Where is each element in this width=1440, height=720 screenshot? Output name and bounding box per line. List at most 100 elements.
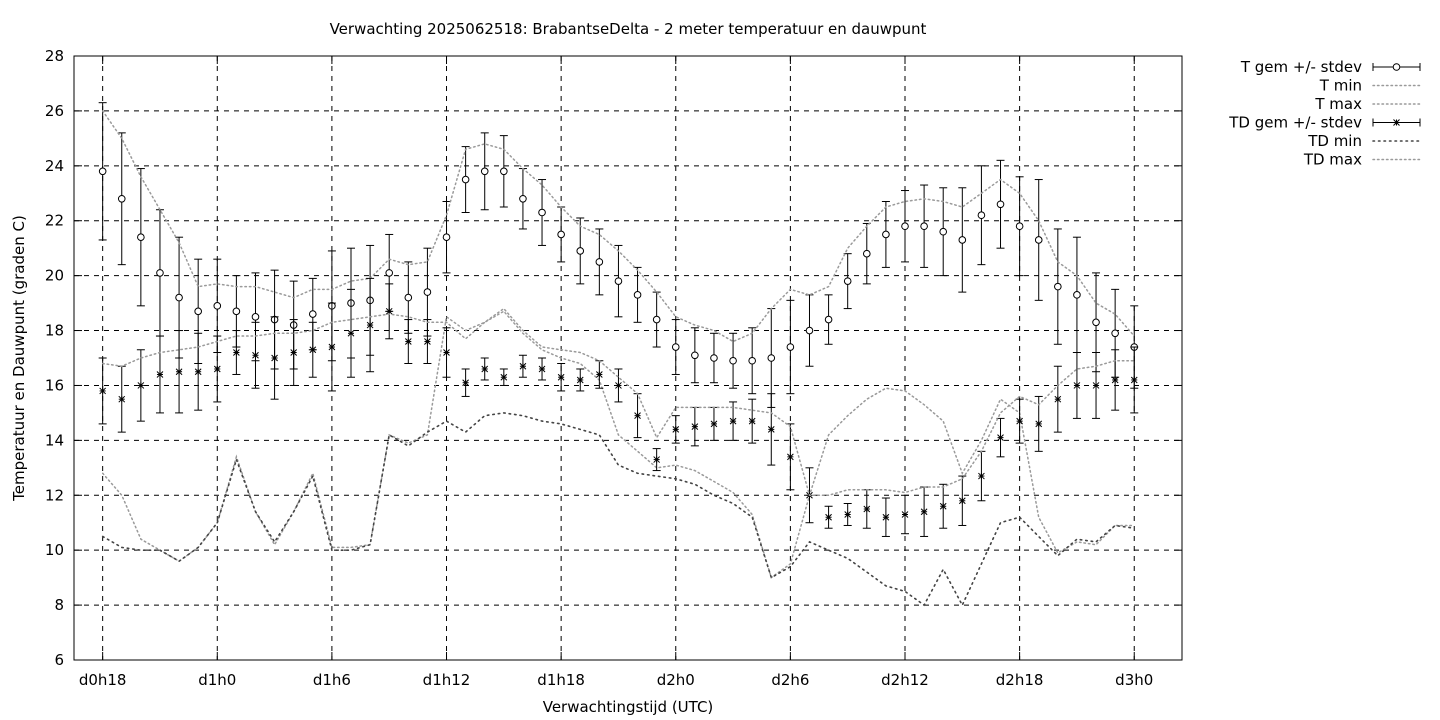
data-point <box>462 379 469 387</box>
data-point <box>576 376 584 384</box>
axis-ticks: 6 8 10 12 14 16 18 20 22 24 26 28 d0h18 d1h0 d1h6 d1h12… <box>45 47 1182 689</box>
legend-label: T gem +/- stdev <box>1240 58 1362 76</box>
x-axis-label: Verwachtingstijd (UTC) <box>543 698 714 716</box>
y-tick-label: 6 <box>54 651 64 669</box>
asterisk-stroke <box>1054 395 1062 403</box>
asterisk-stroke <box>481 365 489 373</box>
data-point <box>519 362 527 370</box>
asterisk-stroke <box>634 412 641 420</box>
data-point <box>423 288 432 296</box>
data-point <box>1016 417 1023 425</box>
data-point <box>213 302 222 310</box>
data-point <box>958 497 966 505</box>
asterisk-stroke <box>576 376 584 384</box>
asterisk-stroke <box>328 343 336 351</box>
data-point <box>251 313 260 321</box>
data-point <box>194 307 202 316</box>
data-point <box>805 326 814 335</box>
data-point <box>1092 382 1100 389</box>
series-line <box>101 310 1135 579</box>
asterisk-stroke <box>767 426 775 433</box>
data-point <box>481 365 489 373</box>
legend-label: TD gem +/- stdev <box>1228 114 1362 132</box>
asterisk-stroke <box>404 338 412 345</box>
data-point <box>844 511 852 518</box>
asterisk-stroke <box>1035 420 1043 428</box>
asterisk-stroke <box>366 321 374 329</box>
data-point <box>825 513 832 521</box>
data-point <box>137 233 145 241</box>
data-point <box>290 349 298 356</box>
legend-label: T max <box>1314 95 1362 113</box>
data-point <box>519 194 527 203</box>
x-tick-label: d1h18 <box>537 671 585 689</box>
data-point <box>480 167 489 176</box>
data-point <box>1092 318 1100 327</box>
y-tick-label: 8 <box>54 596 64 614</box>
data-point <box>767 354 776 362</box>
data-point <box>233 349 240 356</box>
asterisk-stroke <box>672 426 680 433</box>
grid-lines <box>74 55 1182 661</box>
data-point <box>500 167 508 176</box>
y-tick-label: 22 <box>45 212 64 230</box>
data-point <box>117 194 126 203</box>
x-tick-label: d1h0 <box>198 671 236 689</box>
legend-item: T min <box>1319 77 1421 95</box>
data-point <box>710 420 718 428</box>
series-layer <box>98 102 1139 607</box>
legend-item: TD gem +/- stdev <box>1228 114 1421 132</box>
asterisk-stroke <box>385 307 393 315</box>
asterisk-stroke <box>462 379 469 387</box>
x-tick-label: d2h18 <box>996 671 1044 689</box>
data-point <box>1073 382 1081 389</box>
data-point <box>1034 236 1043 244</box>
asterisk-stroke <box>309 346 317 354</box>
y-tick-label: 28 <box>45 47 64 65</box>
data-point <box>786 343 795 351</box>
chart-title: Verwachting 2025062518: BrabantseDelta -… <box>330 20 927 38</box>
data-point <box>671 343 680 351</box>
series-td-max <box>101 307 1135 497</box>
legend-label: TD max <box>1303 151 1362 169</box>
asterisk-stroke <box>137 382 145 389</box>
asterisk-stroke <box>1393 119 1400 126</box>
data-point <box>213 365 221 373</box>
asterisk-stroke <box>920 508 928 516</box>
asterisk-stroke <box>99 387 107 395</box>
data-point <box>137 382 145 389</box>
data-point <box>366 321 374 329</box>
asterisk-stroke <box>1092 382 1100 389</box>
data-point <box>920 508 928 516</box>
data-point <box>977 211 986 220</box>
asterisk-stroke <box>978 472 985 480</box>
data-point <box>538 365 546 373</box>
x-tick-label: d1h12 <box>423 671 471 689</box>
data-point <box>252 351 259 359</box>
data-point <box>443 349 450 356</box>
data-point <box>175 368 183 376</box>
series-td-gem-stdev <box>98 277 1139 537</box>
data-point <box>1054 282 1062 291</box>
asterisk-stroke <box>787 453 794 461</box>
data-point <box>156 269 164 277</box>
legend-item: T gem +/- stdev <box>1240 58 1421 76</box>
data-point <box>309 346 317 354</box>
asterisk-stroke <box>347 329 355 337</box>
data-point <box>882 513 890 521</box>
data-point <box>939 502 947 510</box>
data-point <box>901 222 909 231</box>
data-point <box>843 277 852 285</box>
asterisk-stroke <box>825 513 832 521</box>
data-point <box>308 310 317 318</box>
data-point <box>194 368 202 376</box>
asterisk-stroke <box>290 349 298 356</box>
asterisk-stroke <box>997 434 1004 441</box>
data-point <box>958 236 967 244</box>
asterisk-stroke <box>175 368 183 376</box>
asterisk-stroke <box>519 362 527 370</box>
data-point <box>98 167 107 176</box>
data-point <box>500 373 508 381</box>
